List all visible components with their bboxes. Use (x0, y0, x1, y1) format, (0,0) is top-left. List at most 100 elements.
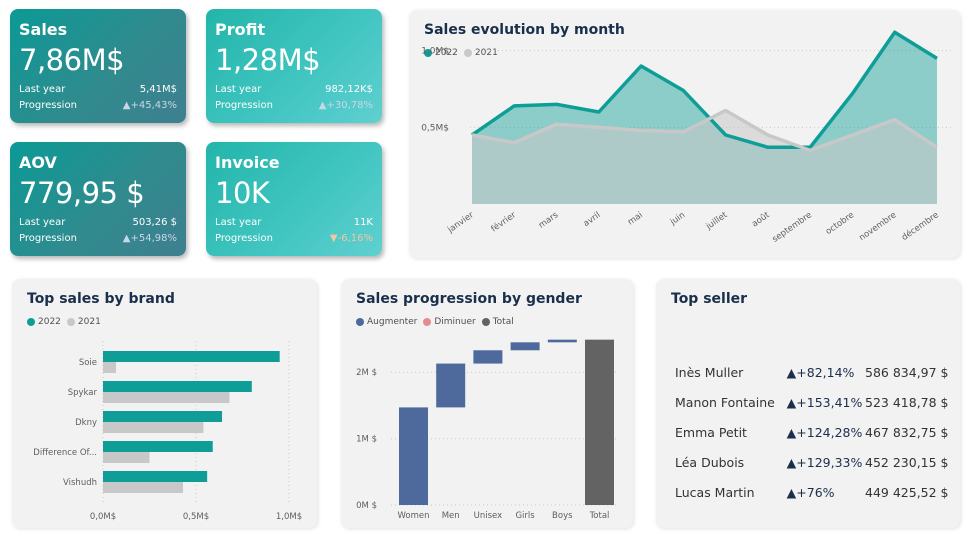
chart-legend: 2022 2021 (424, 48, 504, 58)
kpi-value: 1,28M$ (215, 43, 321, 77)
seller-progression: ▲+82,14% (786, 364, 855, 380)
x-tick-label: Unisex (474, 511, 503, 521)
kpi-title: Invoice (215, 153, 280, 172)
y-tick-label: Soie (79, 358, 97, 368)
legend-label: 2021 (77, 317, 101, 327)
bar (103, 351, 280, 362)
x-tick-label: Girls (515, 511, 535, 521)
kpi-progression-value: ▲+54,98% (122, 233, 177, 244)
list-item[interactable]: Lucas Martin ▲+76% 449 425,52 $ (675, 477, 949, 507)
kpi-progression-value: ▲+45,43% (122, 100, 177, 111)
gender-waterfall-chart: 2M $ 1M $ 0M $ Women Men Unisex Girls Boys Total (356, 339, 616, 521)
waterfall-bar (510, 342, 540, 351)
bar (103, 452, 150, 463)
kpi-progression-label: Progression (215, 100, 273, 111)
seller-name: Inès Muller (675, 364, 744, 380)
kpi-last-year-value: 5,41M$ (139, 84, 177, 95)
waterfall-bar (585, 339, 614, 505)
legend-label: 2022 (435, 48, 458, 58)
x-tick-label: décembre (899, 209, 940, 243)
bar (103, 411, 223, 422)
y-tick-label: Vishudh (63, 478, 97, 488)
x-tick-label: Boys (552, 511, 573, 521)
bar (103, 362, 117, 373)
y-tick-label: 0,5M$ (421, 123, 449, 133)
kpi-last-year-value: 11K (353, 217, 373, 228)
list-item[interactable]: Léa Dubois ▲+129,33% 452 230,15 $ (675, 447, 949, 477)
y-tick-label: Difference Of... (33, 448, 97, 458)
kpi-card-aov[interactable]: AOV 779,95 $ Last year 503,26 $ Progressi… (10, 142, 186, 256)
x-tick-label: 0,5M$ (183, 512, 209, 522)
kpi-progression-value: ▲+30,78% (318, 100, 373, 111)
chart-legend: Augmenter Diminuer Total (356, 317, 520, 327)
kpi-last-year-label: Last year (19, 84, 66, 95)
top-seller-title: Top seller (671, 291, 748, 307)
kpi-card-sales[interactable]: Sales 7,86M$ Last year 5,41M$ Progression… (10, 9, 186, 123)
x-tick-label: Men (442, 511, 460, 521)
kpi-value: 10K (215, 176, 270, 210)
chart-title: Top sales by brand (27, 291, 175, 307)
kpi-card-profit[interactable]: Profit 1,28M$ Last year 982,12K$ Progress… (206, 9, 382, 123)
legend-label: Total (492, 317, 514, 327)
kpi-card-invoice[interactable]: Invoice 10K Last year 11K Progression ▼-6,… (206, 142, 382, 256)
kpi-title: Sales (19, 20, 68, 39)
y-tick-label: Dkny (75, 418, 97, 428)
x-tick-label: février (489, 209, 519, 234)
y-tick-label: 1M $ (356, 435, 377, 445)
x-tick-label: juin (668, 210, 687, 228)
seller-amount: 452 230,15 $ (865, 454, 949, 470)
x-tick-label: novembre (857, 210, 898, 243)
waterfall-bar (473, 350, 503, 364)
x-tick-label: Total (589, 511, 610, 521)
kpi-last-year-label: Last year (215, 84, 262, 95)
kpi-progression-label: Progression (215, 233, 273, 244)
x-tick-label: avril (582, 210, 603, 229)
series-line (471, 108, 938, 153)
seller-progression: ▲+124,28% (786, 424, 863, 440)
top-sales-brand-chart: 0,0M$ 0,5M$ 1,0M$ Soie Spykar Dkny Difference … (33, 341, 302, 522)
sales-evolution-card[interactable]: Sales evolution by month 2022 2021 1,0M$… (409, 10, 960, 258)
x-tick-label: mars (537, 210, 561, 231)
list-item[interactable]: Inès Muller ▲+82,14% 586 834,97 $ (675, 357, 949, 387)
seller-amount: 586 834,97 $ (865, 364, 949, 380)
seller-name: Lucas Martin (675, 484, 755, 500)
seller-name: Emma Petit (675, 424, 747, 440)
seller-progression: ▲+129,33% (786, 454, 863, 470)
seller-amount: 449 425,52 $ (865, 484, 949, 500)
legend-label: Diminuer (434, 317, 476, 327)
bar (103, 422, 204, 433)
series-area (472, 110, 937, 204)
legend-dot-icon (356, 318, 364, 326)
chart-legend: 2022 2021 (27, 317, 107, 327)
kpi-last-year-value: 503,26 $ (132, 217, 177, 228)
legend-dot-icon (423, 318, 432, 326)
list-item[interactable]: Emma Petit ▲+124,28% 467 832,75 $ (675, 417, 949, 447)
kpi-progression-label: Progression (19, 233, 77, 244)
x-tick-label: octobre (824, 210, 856, 237)
kpi-last-year-value: 982,12K$ (325, 84, 373, 95)
series-line (471, 30, 938, 150)
y-tick-label: 1,0M$ (421, 47, 449, 57)
chart-title: Sales progression by gender (356, 291, 582, 307)
x-tick-label: Women (397, 511, 429, 521)
legend-dot-icon (27, 318, 35, 326)
bar (103, 392, 230, 403)
top-sales-brand-card[interactable]: Top sales by brand 2022 2021 0,0M$ 0,5M$ 1… (12, 279, 317, 528)
kpi-title: Profit (215, 20, 266, 39)
top-seller-card[interactable]: Top seller Inès Muller ▲+82,14% 586 834,97… (656, 279, 960, 528)
seller-amount: 467 832,75 $ (865, 424, 949, 440)
kpi-value: 779,95 $ (19, 176, 145, 210)
legend-dot-icon (66, 318, 75, 326)
legend-dot-icon (463, 49, 472, 57)
x-tick-label: mai (626, 210, 645, 227)
gender-progression-card[interactable]: Sales progression by gender Augmenter Di… (341, 279, 633, 528)
legend-dot-icon (424, 49, 432, 57)
list-item[interactable]: Manon Fontaine ▲+153,41% 523 418,78 $ (675, 387, 949, 417)
waterfall-bar (399, 407, 428, 505)
kpi-progression-label: Progression (19, 100, 77, 111)
bar (103, 471, 208, 482)
kpi-title: AOV (19, 153, 57, 172)
x-tick-label: septembre (771, 210, 814, 244)
x-tick-label: août (750, 210, 772, 230)
sales-evolution-chart: 1,0M$ 0,5M$ janvier février mars avril mai juin… (421, 30, 951, 245)
